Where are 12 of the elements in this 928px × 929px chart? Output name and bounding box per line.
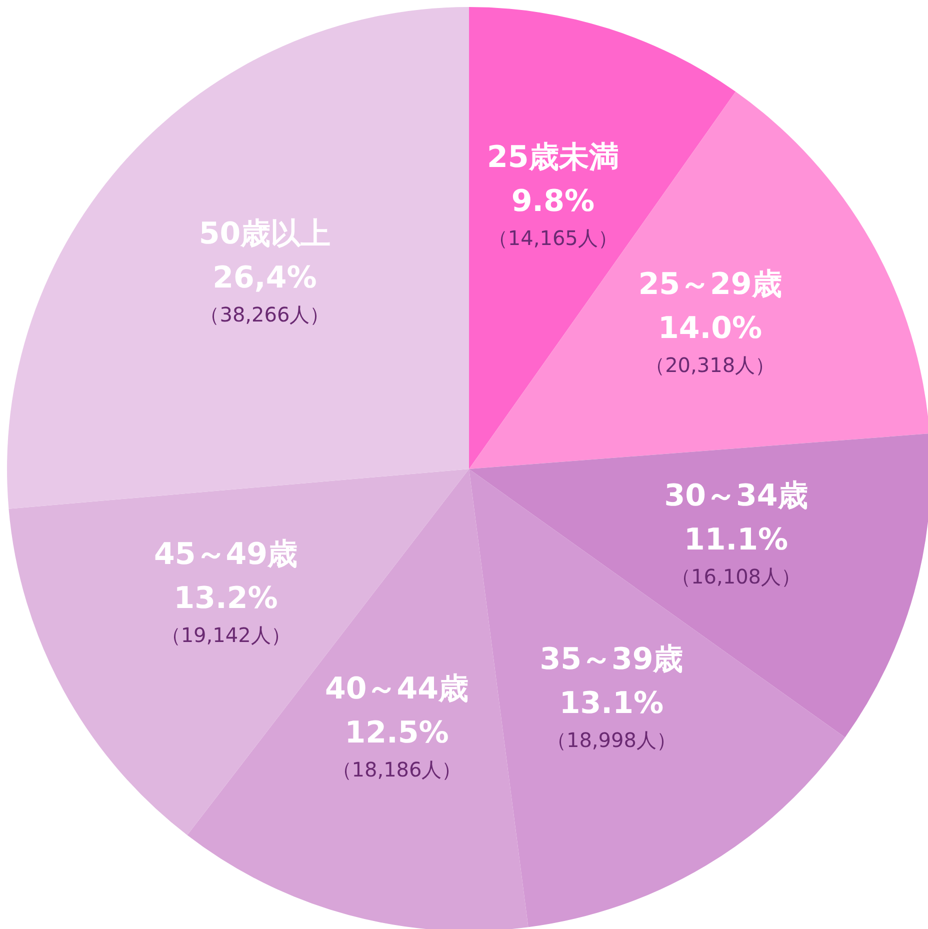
data-label: 14.0% （20,318人）: [645, 311, 776, 378]
data-label: 11.1% （16,108人）: [671, 522, 802, 588]
slice-label: 35～39歳: [540, 642, 684, 677]
data-label: 13.2% （19,142人）: [160, 581, 291, 648]
slice-label: 45～49歳: [154, 537, 298, 572]
slice-label: 25～29歳: [638, 267, 782, 302]
slice-label: 40～44歳: [325, 672, 469, 707]
slice-label: 25歳未満: [487, 140, 619, 175]
data-label: 9.8% （14,165人）: [488, 184, 618, 250]
data-label: 12.5% （18,186人）: [332, 716, 462, 782]
data-label: 13.1% （18,998人）: [546, 686, 676, 752]
slice-label: 30～34歳: [664, 478, 808, 514]
